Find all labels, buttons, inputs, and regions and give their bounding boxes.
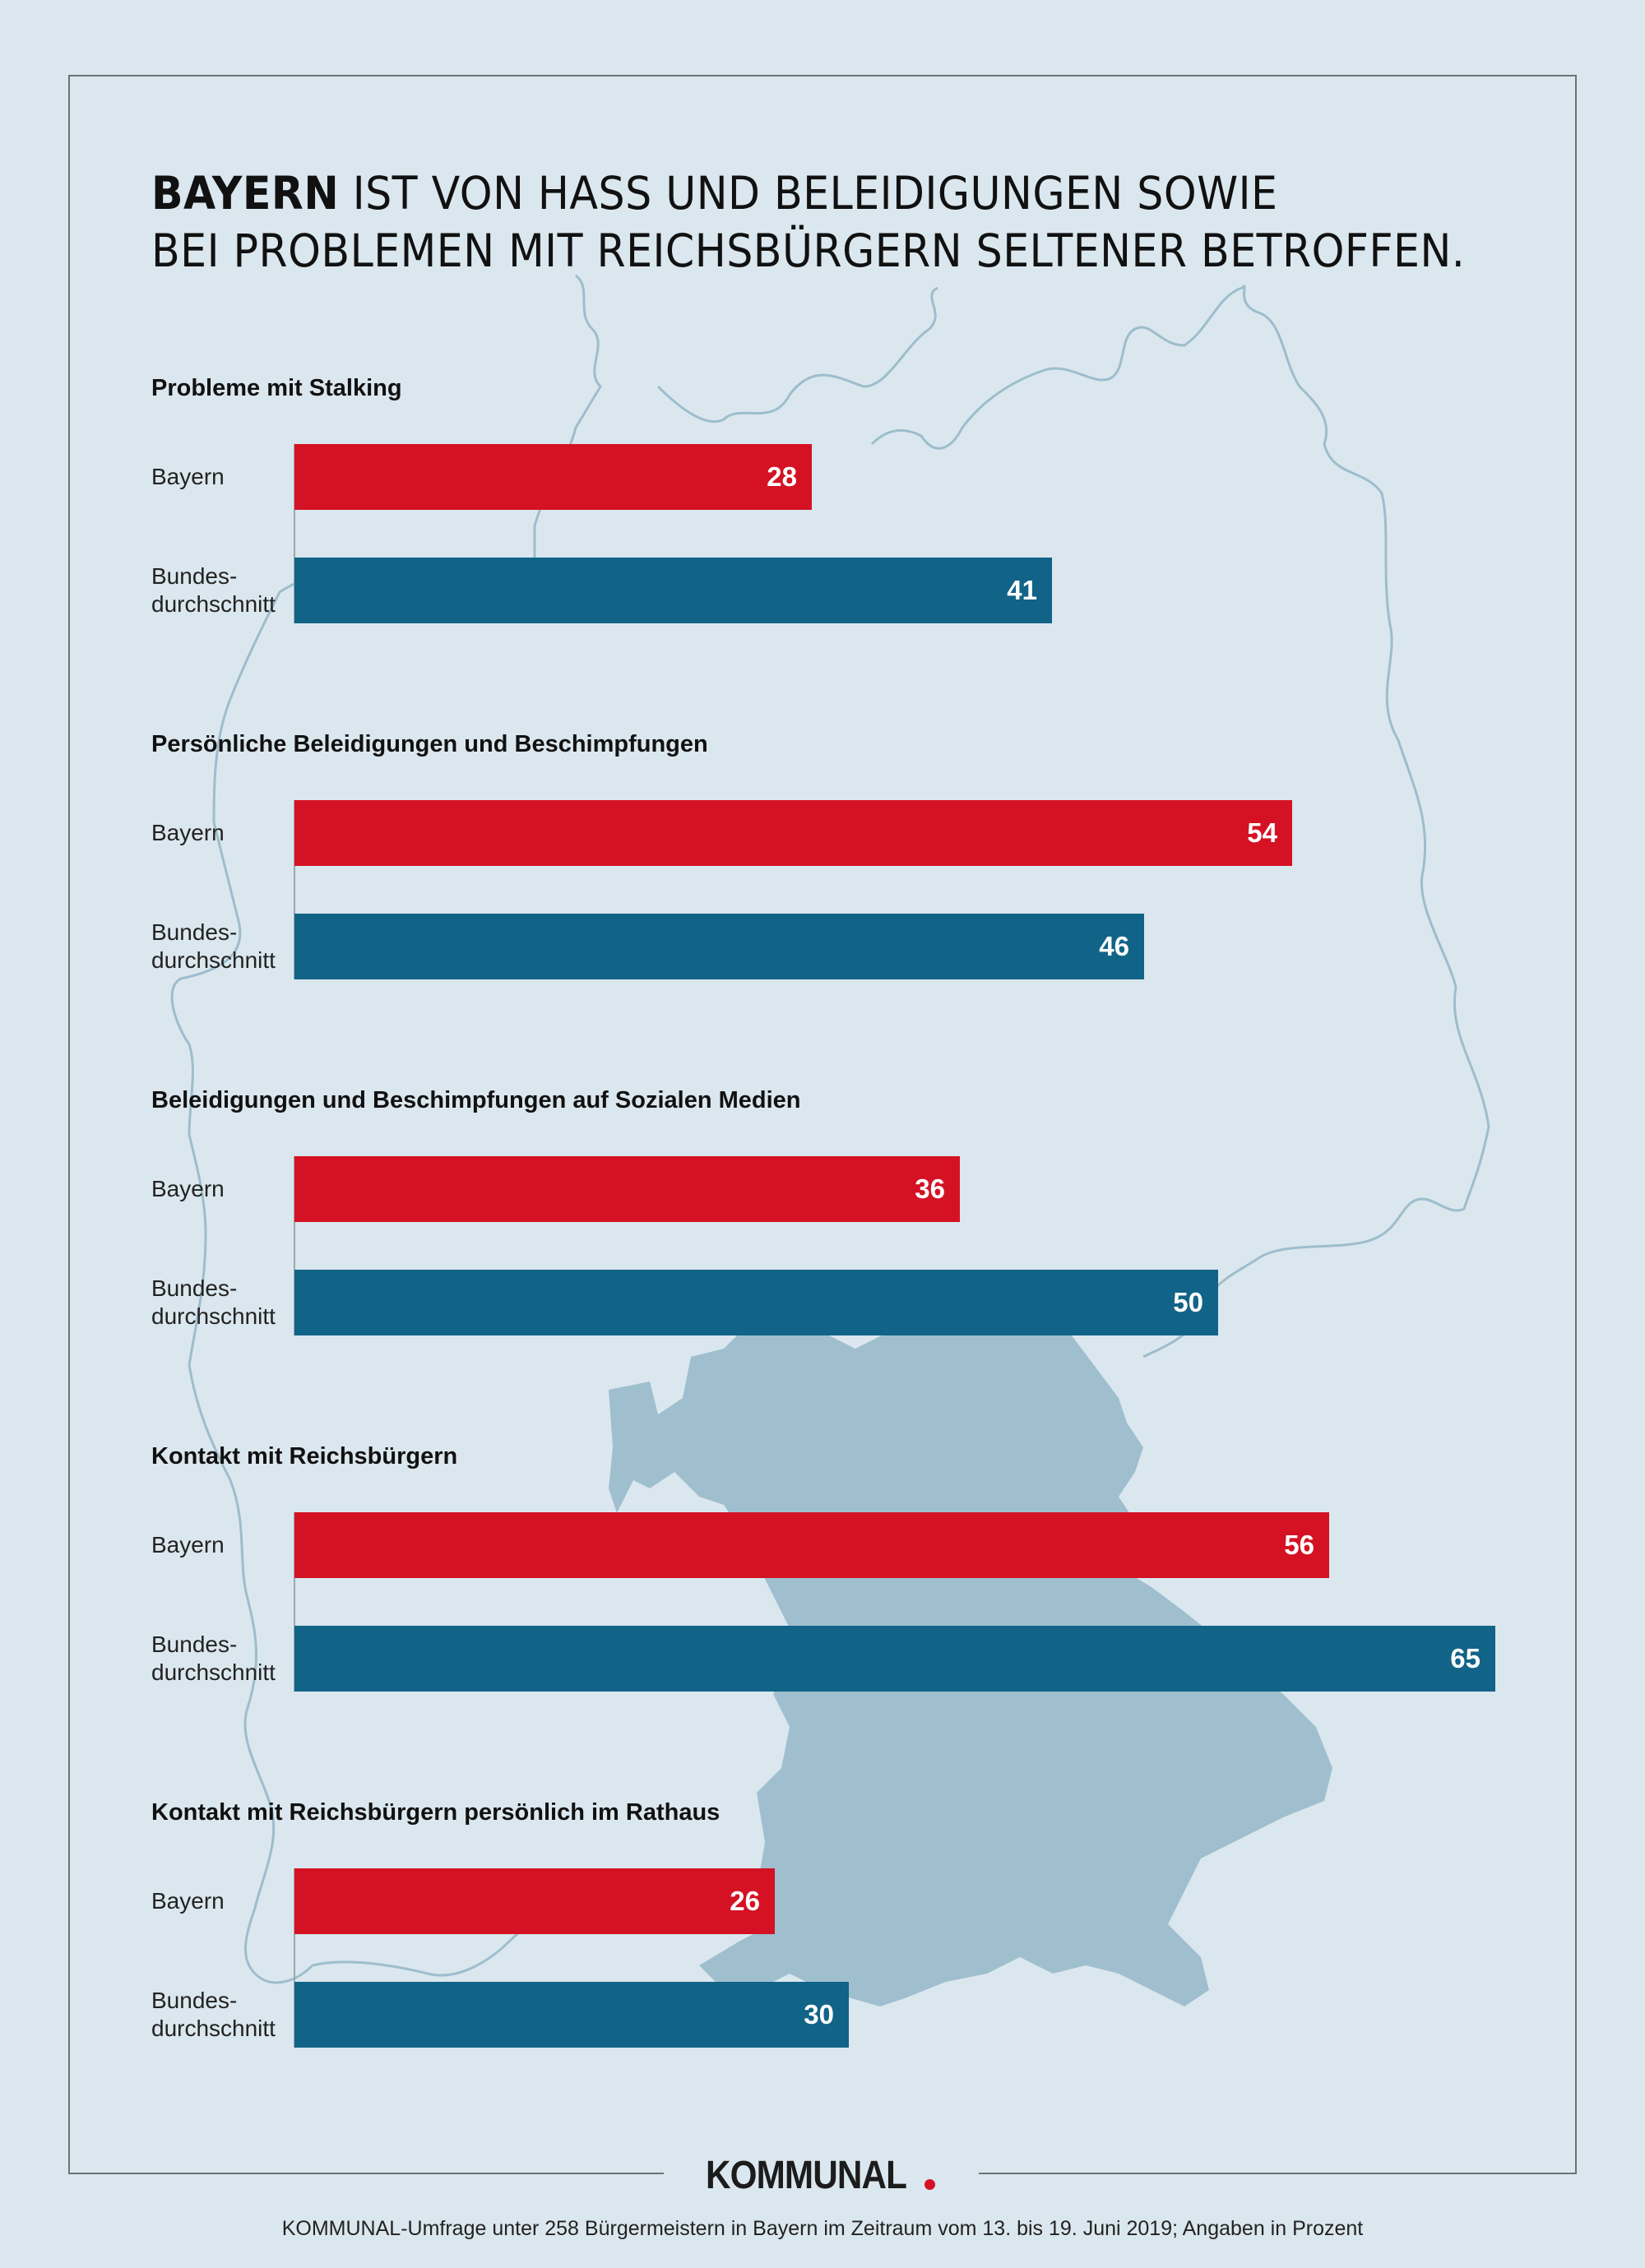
germany-outline — [170, 274, 1490, 1984]
row-label-bundesdurchschnitt: Bundes- durchschnitt — [151, 1632, 276, 1685]
group-title: Kontakt mit Reichsbürgern persönlich im … — [151, 1799, 721, 1826]
bar-baseline — [294, 1512, 295, 1692]
bar-value-label: 30 — [804, 1999, 834, 2030]
row-label-bayern: Bayern — [151, 820, 225, 845]
row-label-bundesdurchschnitt: Bundes- durchschnitt — [151, 1275, 276, 1329]
bar-value-label: 26 — [730, 1886, 760, 1916]
bar-bundesdurchschnitt: 46 — [294, 914, 1144, 979]
bar-bundesdurchschnitt: 50 — [294, 1270, 1218, 1335]
row-label-bayern: Bayern — [151, 464, 225, 489]
chart-title-bold: BAYERN — [151, 167, 340, 220]
chart-title-line-1-rest: IST VON HASS UND BELEIDIGUNGEN SOWIE — [339, 167, 1278, 220]
kommunal-logo: KOMMUNAL — [706, 2154, 907, 2197]
row-label-bundesdurchschnitt: Bundes- durchschnitt — [151, 919, 276, 973]
chart-title-line-2: BEI PROBLEMEN MIT REICHSBÜRGERN SELTENER… — [151, 224, 1466, 277]
frame-bottom-border-right — [979, 2173, 1577, 2174]
logo-dot-icon — [924, 2179, 935, 2190]
chart-title-line-1: BAYERN IST VON HASS UND BELEIDIGUNGEN SO… — [151, 164, 1465, 222]
group-title: Persönliche Beleidigungen und Beschimpfu… — [151, 731, 708, 757]
bar-value-label: 41 — [1007, 575, 1037, 605]
row-label-bayern: Bayern — [151, 1888, 225, 1914]
bar-bayern: 54 — [294, 800, 1292, 866]
chart-title: BAYERN IST VON HASS UND BELEIDIGUNGEN SO… — [151, 164, 1465, 280]
frame-right-border — [1575, 75, 1577, 2174]
group-title: Kontakt mit Reichsbürgern — [151, 1443, 458, 1470]
bar-baseline — [294, 444, 295, 623]
bar-baseline — [294, 1868, 295, 2048]
bar-bundesdurchschnitt: 65 — [294, 1626, 1495, 1692]
bar-value-label: 65 — [1450, 1643, 1480, 1673]
group-title: Probleme mit Stalking — [151, 375, 402, 401]
bar-value-label: 28 — [767, 461, 797, 492]
bar-baseline — [294, 1156, 295, 1335]
bar-value-label: 36 — [915, 1173, 945, 1204]
bar-bundesdurchschnitt: 41 — [294, 558, 1052, 623]
bar-bayern: 56 — [294, 1512, 1329, 1578]
frame-left-border — [68, 75, 70, 2174]
bar-value-label: 56 — [1284, 1530, 1314, 1560]
bar-bayern: 28 — [294, 444, 812, 510]
bar-value-label: 50 — [1173, 1287, 1203, 1317]
group-title: Beleidigungen und Beschimpfungen auf Soz… — [151, 1087, 801, 1113]
source-footnote: KOMMUNAL-Umfrage unter 258 Bürgermeister… — [281, 2217, 1364, 2240]
bar-bayern: 36 — [294, 1156, 960, 1222]
bar-bundesdurchschnitt: 30 — [294, 1982, 849, 2048]
frame-bottom-border-left — [68, 2173, 664, 2174]
row-label-bundesdurchschnitt: Bundes- durchschnitt — [151, 563, 276, 617]
bar-value-label: 46 — [1099, 931, 1129, 961]
bar-baseline — [294, 800, 295, 979]
row-label-bundesdurchschnitt: Bundes- durchschnitt — [151, 1988, 276, 2041]
frame-top-border — [68, 75, 1577, 76]
row-label-bayern: Bayern — [151, 1532, 225, 1558]
row-label-bayern: Bayern — [151, 1176, 225, 1201]
bar-bayern: 26 — [294, 1868, 775, 1934]
bar-value-label: 54 — [1247, 817, 1277, 848]
